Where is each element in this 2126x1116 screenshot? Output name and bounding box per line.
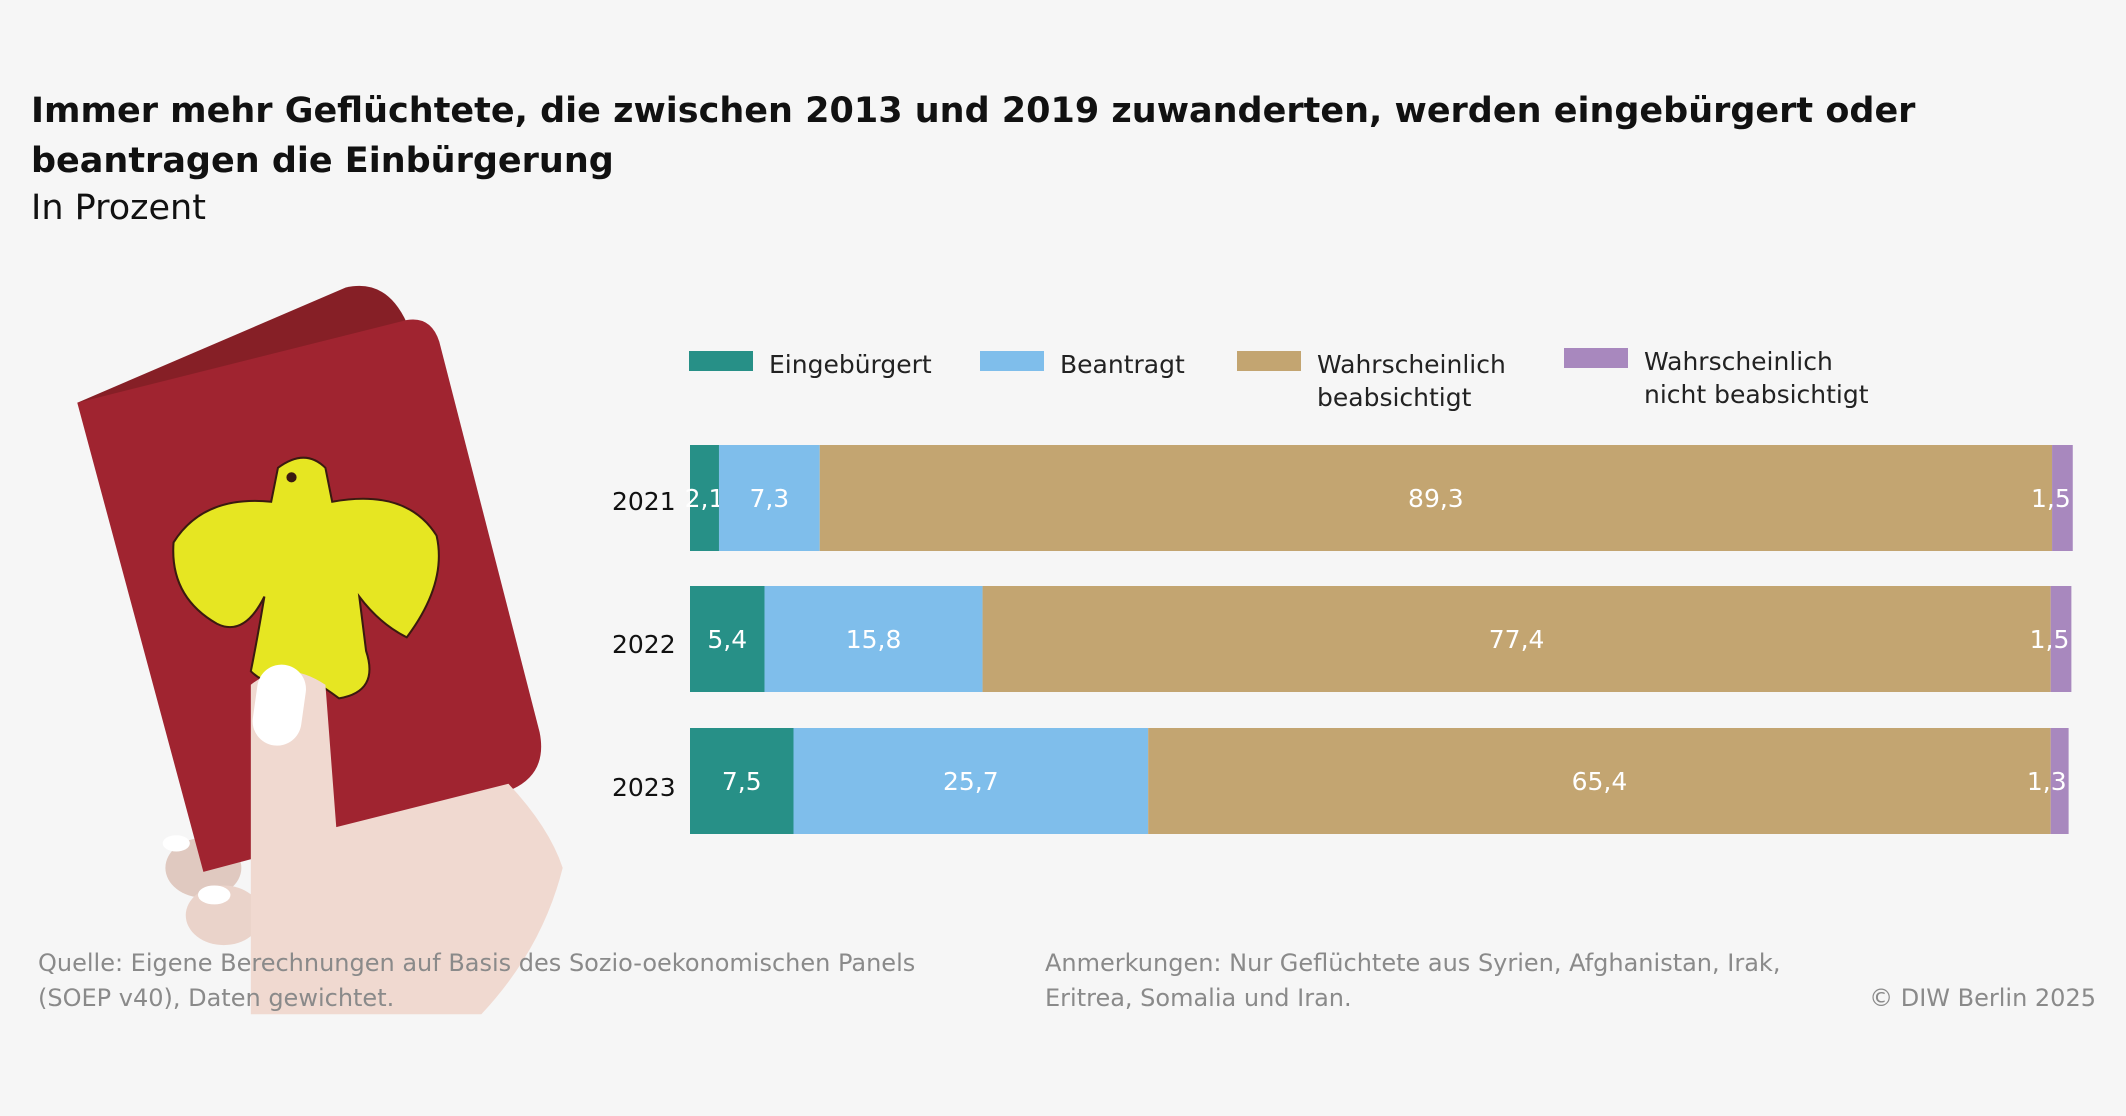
data-label-2022-2: 15,8: [846, 625, 902, 654]
fingernail: [162, 835, 190, 852]
legend-swatch: [1237, 351, 1301, 371]
chart-title: Immer mehr Geflüchtete, die zwischen 201…: [31, 91, 1916, 181]
legend-label: Wahrscheinlich beabsichtigt: [1317, 350, 1506, 412]
bar-segment-2023-4: [2050, 728, 2069, 834]
copyright: © DIW Berlin 2025: [1869, 984, 2096, 1012]
data-label-2021-2: 7,3: [749, 484, 789, 513]
legend-label: Eingebürgert: [769, 350, 932, 379]
legend-label: Beantragt: [1060, 350, 1185, 379]
bar-segment-2021-1: [690, 445, 719, 551]
data-label-2022-4: 1,5: [2030, 625, 2070, 654]
bar-segment-2021-3: [819, 445, 2053, 551]
legend-item-eingebuergert: Eingebürgert: [689, 348, 932, 381]
category-label-2023: 2023: [612, 773, 676, 802]
bar-segment-2021-2: [718, 445, 820, 551]
source-note: Quelle: Eigene Berechnungen auf Basis de…: [38, 949, 916, 1012]
thumbnail: [252, 664, 306, 746]
remarks-note: Anmerkungen: Nur Geflüchtete aus Syrien,…: [1045, 949, 1781, 1012]
data-label-2023-2: 25,7: [943, 767, 999, 796]
data-label-2022-1: 5,4: [707, 625, 747, 654]
fingernail: [197, 885, 231, 905]
bar-segment-2023-1: [690, 728, 794, 834]
bar-segment-2021-4: [2052, 445, 2073, 551]
legend-swatch: [1564, 348, 1628, 368]
bar-segment-2022-4: [2050, 586, 2072, 692]
legend-item-wahrscheinlich-beabsichtigt: Wahrscheinlich beabsichtigt: [1237, 348, 1506, 414]
category-label-2021: 2021: [612, 487, 676, 516]
data-label-2023-1: 7,5: [722, 767, 762, 796]
data-label-2021-4: 1,5: [2031, 484, 2071, 513]
data-label-2023-4: 1,3: [2027, 767, 2067, 796]
legend-item-wahrscheinlich-nicht-beabsichtigt: Wahrscheinlich nicht beabsichtigt: [1564, 345, 1869, 411]
legend-swatch: [689, 351, 753, 371]
chart-subtitle: In Prozent: [31, 188, 206, 228]
data-label-2021-3: 89,3: [1408, 484, 1464, 513]
data-label-2021-1: 2,1: [685, 484, 725, 513]
legend-label: Wahrscheinlich nicht beabsichtigt: [1644, 347, 1869, 409]
data-label-2023-3: 65,4: [1572, 767, 1628, 796]
category-label-2022: 2022: [612, 630, 676, 659]
hand-palm: [250, 671, 563, 1015]
bar-segment-2022-1: [690, 586, 765, 692]
bar-segment-2022-3: [982, 586, 2051, 692]
data-label-2022-3: 77,4: [1489, 625, 1545, 654]
legend-swatch: [980, 351, 1044, 371]
legend-item-beantragt: Beantragt: [980, 348, 1185, 381]
bar-segment-2023-3: [1148, 728, 2051, 834]
bar-segment-2022-2: [764, 586, 983, 692]
bar-segment-2023-2: [793, 728, 1149, 834]
